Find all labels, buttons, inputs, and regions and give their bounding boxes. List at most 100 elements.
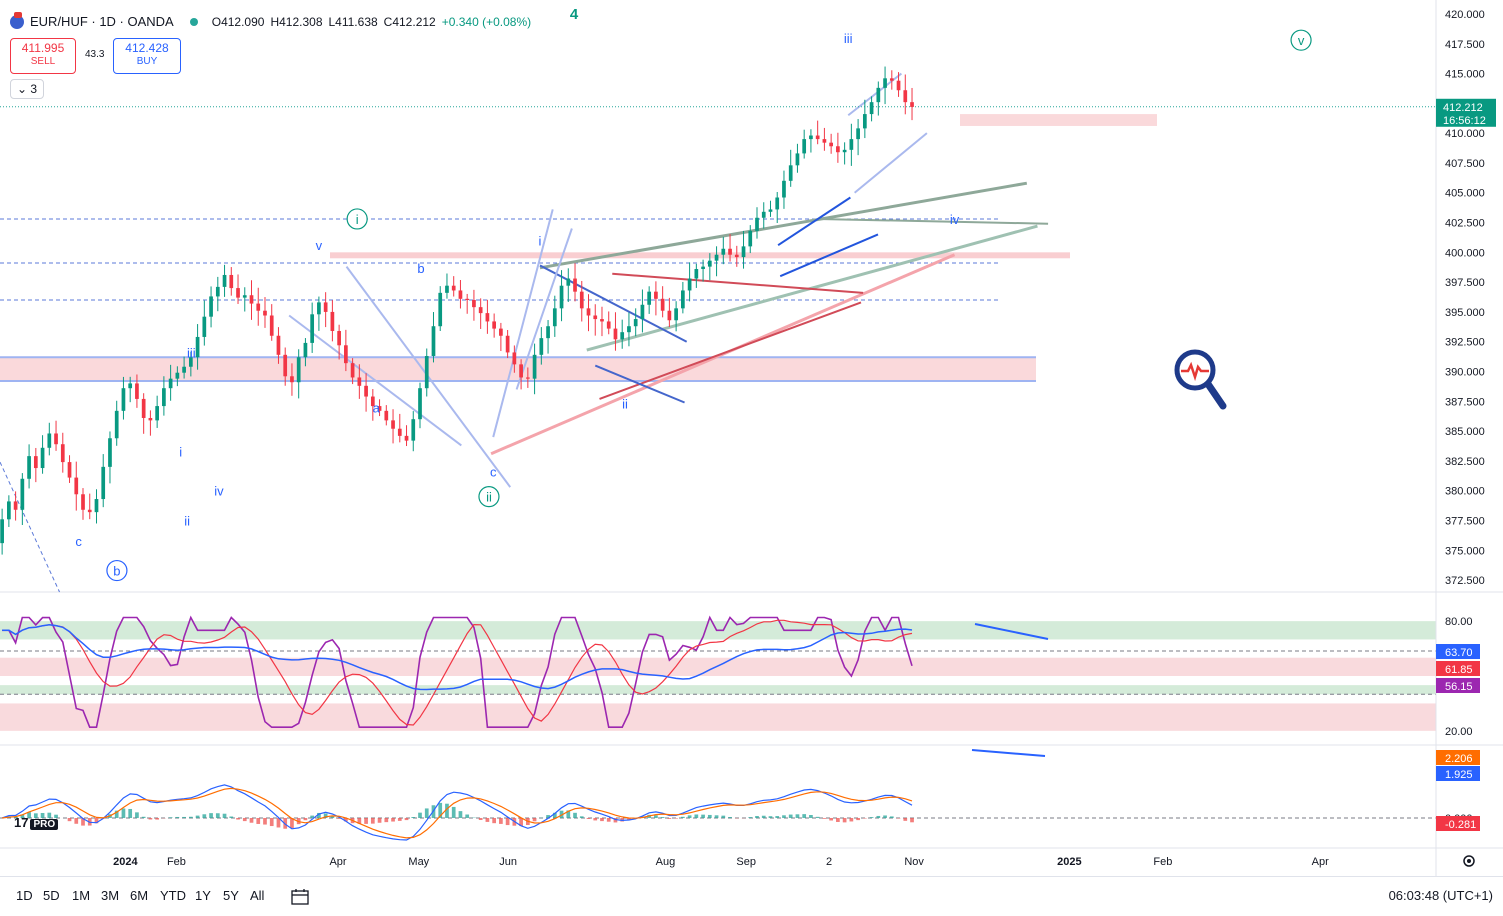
candle[interactable] bbox=[620, 332, 624, 339]
timeframe-5y-button[interactable]: 5Y bbox=[223, 888, 239, 903]
candle[interactable] bbox=[459, 290, 463, 298]
candle[interactable] bbox=[398, 429, 402, 436]
candle[interactable] bbox=[533, 355, 537, 379]
candle[interactable] bbox=[715, 255, 719, 261]
candle[interactable] bbox=[263, 311, 267, 316]
health-lens-icon[interactable] bbox=[1173, 348, 1229, 415]
candle[interactable] bbox=[149, 418, 153, 420]
candle[interactable] bbox=[802, 139, 806, 153]
candle[interactable] bbox=[694, 269, 698, 279]
timeframe-ytd-button[interactable]: YTD bbox=[160, 888, 186, 903]
candle[interactable] bbox=[701, 267, 705, 269]
candle[interactable] bbox=[74, 478, 78, 495]
candle[interactable] bbox=[256, 304, 260, 311]
timeframe-1m-button[interactable]: 1M bbox=[72, 888, 90, 903]
candle[interactable] bbox=[735, 255, 739, 257]
candle[interactable] bbox=[81, 494, 85, 509]
candle[interactable] bbox=[593, 315, 597, 319]
candle[interactable] bbox=[607, 321, 611, 328]
candle[interactable] bbox=[304, 343, 308, 357]
candle[interactable] bbox=[438, 293, 442, 326]
candle[interactable] bbox=[472, 300, 476, 307]
candle[interactable] bbox=[721, 249, 725, 255]
candle[interactable] bbox=[870, 102, 874, 114]
candle[interactable] bbox=[796, 153, 800, 165]
candle[interactable] bbox=[580, 292, 584, 309]
candle[interactable] bbox=[910, 102, 914, 107]
candle[interactable] bbox=[202, 317, 206, 337]
candle[interactable] bbox=[101, 467, 105, 499]
candle[interactable] bbox=[324, 302, 328, 312]
candle[interactable] bbox=[506, 336, 510, 353]
candle[interactable] bbox=[836, 146, 840, 152]
candle[interactable] bbox=[54, 433, 58, 444]
candle[interactable] bbox=[108, 438, 112, 467]
candle[interactable] bbox=[209, 296, 213, 316]
candle[interactable] bbox=[903, 90, 907, 102]
candle[interactable] bbox=[843, 150, 847, 152]
candle[interactable] bbox=[270, 315, 274, 335]
candle[interactable] bbox=[546, 326, 550, 338]
rsi-pane[interactable] bbox=[0, 618, 1436, 731]
candle[interactable] bbox=[708, 261, 712, 267]
candle[interactable] bbox=[560, 286, 564, 309]
candle[interactable] bbox=[331, 312, 335, 331]
candle[interactable] bbox=[290, 376, 294, 382]
candle[interactable] bbox=[647, 292, 651, 305]
candle[interactable] bbox=[492, 321, 496, 328]
candle[interactable] bbox=[452, 286, 456, 291]
candle[interactable] bbox=[283, 355, 287, 376]
candle[interactable] bbox=[68, 462, 72, 477]
candle[interactable] bbox=[20, 479, 24, 510]
candle[interactable] bbox=[465, 299, 469, 300]
candle[interactable] bbox=[7, 501, 11, 519]
candle[interactable] bbox=[418, 388, 422, 419]
candle[interactable] bbox=[445, 286, 449, 293]
candle[interactable] bbox=[176, 373, 180, 379]
candle[interactable] bbox=[425, 356, 429, 388]
candle[interactable] bbox=[600, 319, 604, 321]
candle[interactable] bbox=[526, 377, 530, 378]
candle[interactable] bbox=[297, 357, 301, 382]
candle[interactable] bbox=[243, 295, 247, 297]
timeframe-all-button[interactable]: All bbox=[250, 888, 264, 903]
candle[interactable] bbox=[553, 308, 557, 326]
candle[interactable] bbox=[499, 329, 503, 336]
candle[interactable] bbox=[661, 299, 665, 311]
candle[interactable] bbox=[890, 78, 894, 80]
candle[interactable] bbox=[674, 308, 678, 320]
candle[interactable] bbox=[566, 279, 570, 286]
candle[interactable] bbox=[47, 433, 51, 447]
candle[interactable] bbox=[88, 510, 92, 512]
candle[interactable] bbox=[897, 81, 901, 91]
candle[interactable] bbox=[122, 388, 126, 411]
candle[interactable] bbox=[755, 218, 759, 231]
candle[interactable] bbox=[634, 319, 638, 326]
candle[interactable] bbox=[135, 383, 139, 398]
candle[interactable] bbox=[432, 326, 436, 356]
candle[interactable] bbox=[681, 290, 685, 308]
candle[interactable] bbox=[142, 399, 146, 418]
timeframe-1y-button[interactable]: 1Y bbox=[195, 888, 211, 903]
candle[interactable] bbox=[587, 308, 591, 315]
candle[interactable] bbox=[250, 295, 254, 303]
candle[interactable] bbox=[668, 311, 672, 321]
candle[interactable] bbox=[513, 352, 517, 364]
candle[interactable] bbox=[223, 275, 227, 287]
candle[interactable] bbox=[95, 499, 99, 512]
candle[interactable] bbox=[789, 165, 793, 180]
candle[interactable] bbox=[411, 419, 415, 440]
candle[interactable] bbox=[829, 143, 833, 147]
candle[interactable] bbox=[351, 363, 355, 377]
candle[interactable] bbox=[229, 275, 233, 288]
calendar-range-icon[interactable] bbox=[291, 888, 311, 909]
candle[interactable] bbox=[728, 249, 732, 255]
candle[interactable] bbox=[823, 139, 827, 143]
candle[interactable] bbox=[614, 329, 618, 340]
candle[interactable] bbox=[762, 212, 766, 218]
candle[interactable] bbox=[479, 307, 483, 313]
candle[interactable] bbox=[317, 302, 321, 314]
candle[interactable] bbox=[27, 456, 31, 479]
candle[interactable] bbox=[688, 279, 692, 291]
candle[interactable] bbox=[627, 326, 631, 332]
